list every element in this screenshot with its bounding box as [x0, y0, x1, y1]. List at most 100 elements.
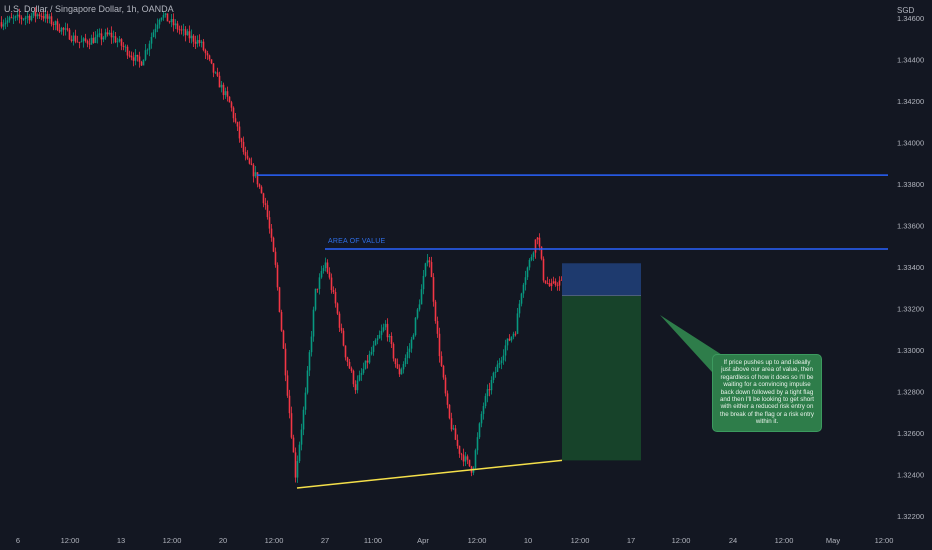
candle-body	[400, 369, 403, 375]
time-axis[interactable]: 6 12:00 13 12:00 20 12:00 27 11:00 Apr 12:00 10 12:…	[0, 530, 932, 550]
candle-body	[524, 277, 527, 285]
candle-body	[176, 23, 179, 30]
candle-body	[518, 303, 521, 314]
candle-body	[546, 283, 549, 284]
candle-body	[186, 31, 189, 36]
candle-body	[146, 49, 149, 51]
candle-body	[270, 228, 273, 238]
candle-body	[78, 41, 81, 43]
candle-body	[322, 268, 325, 272]
candle-body	[236, 121, 239, 127]
candle-body	[94, 36, 97, 43]
candle-body	[392, 343, 395, 359]
candle-body	[554, 281, 557, 285]
candle-body	[152, 32, 155, 37]
candle-body	[452, 428, 455, 430]
candle-body	[144, 50, 147, 60]
candle-body	[2, 24, 5, 27]
candle-body	[38, 14, 41, 17]
candle-body	[498, 363, 501, 365]
area-of-value-label: AREA OF VALUE	[328, 238, 386, 245]
candle-body	[180, 29, 183, 31]
y-tick-label: 1.33400	[897, 263, 924, 272]
candle-body	[122, 45, 125, 47]
candle-body	[72, 35, 75, 42]
candle-body	[30, 15, 33, 21]
candle-body	[250, 163, 253, 165]
x-tick-label: 11:00	[364, 536, 382, 545]
y-tick-label: 1.34000	[897, 139, 924, 148]
candle-body	[346, 357, 349, 362]
x-tick-label: 12:00	[672, 536, 691, 545]
y-tick-label: 1.32600	[897, 429, 924, 438]
candle-body	[306, 370, 309, 393]
x-tick-label: Apr	[417, 536, 429, 545]
candle-body	[32, 11, 35, 16]
candle-body	[184, 29, 187, 36]
candle-body	[48, 16, 51, 19]
symbol-title[interactable]: U.S. Dollar / Singapore Dollar, 1h, OAND…	[4, 4, 174, 14]
candle-body	[338, 313, 341, 328]
candle-body	[420, 289, 423, 305]
candle-body	[416, 309, 419, 318]
candle-body	[82, 38, 85, 42]
candle-body	[110, 32, 113, 38]
candle-body	[374, 340, 377, 346]
candle-body	[62, 27, 65, 30]
candle-body	[34, 11, 37, 17]
candle-body	[124, 46, 127, 48]
candle-body	[482, 406, 485, 414]
x-tick-label: 12:00	[265, 536, 284, 545]
candle-body	[548, 283, 551, 287]
candle-body	[4, 22, 7, 25]
x-tick-label: 12:00	[163, 536, 182, 545]
currency-label: SGD	[897, 6, 915, 15]
x-tick-label: 20	[219, 536, 227, 545]
candle-body	[298, 444, 301, 462]
candle-body	[98, 33, 101, 35]
candle-body	[330, 277, 333, 291]
candle-body	[500, 360, 503, 364]
candle-body	[280, 312, 283, 331]
candle-body	[258, 184, 261, 187]
candle-body	[202, 41, 205, 51]
candle-body	[140, 61, 143, 66]
candle-body	[542, 258, 545, 281]
candle-body	[434, 301, 437, 322]
candle-body	[172, 19, 175, 26]
candle-body	[194, 41, 197, 44]
annotation-callout[interactable]: If price pushes up to and ideally just a…	[712, 354, 822, 432]
candle-body	[326, 262, 329, 273]
x-tick-label: May	[826, 536, 840, 545]
price-axis-bg	[888, 0, 932, 550]
candle-body	[450, 418, 453, 430]
candle-body	[316, 288, 319, 290]
candle-body	[246, 155, 249, 159]
candle-body	[352, 370, 355, 385]
candle-body	[206, 53, 209, 56]
y-tick-label: 1.32200	[897, 512, 924, 521]
candle-body	[394, 358, 397, 365]
candle-body	[414, 317, 417, 336]
candle-body	[108, 32, 111, 35]
candle-body	[192, 35, 195, 42]
candle-body	[80, 41, 83, 43]
candle-body	[166, 13, 169, 22]
candle-body	[460, 453, 463, 455]
candle-body	[264, 203, 267, 206]
x-tick-label: 12:00	[61, 536, 80, 545]
candle-body	[148, 43, 151, 50]
candle-body	[116, 41, 119, 43]
candle-body	[390, 335, 393, 344]
candle-body	[286, 375, 289, 396]
candle-body	[506, 338, 509, 346]
candle-body	[366, 360, 369, 363]
candle-body	[538, 237, 541, 247]
x-tick-label: 27	[321, 536, 329, 545]
candle-body	[182, 29, 185, 31]
candle-body	[424, 263, 427, 276]
candle-body	[90, 37, 93, 45]
y-tick-label: 1.33200	[897, 305, 924, 314]
